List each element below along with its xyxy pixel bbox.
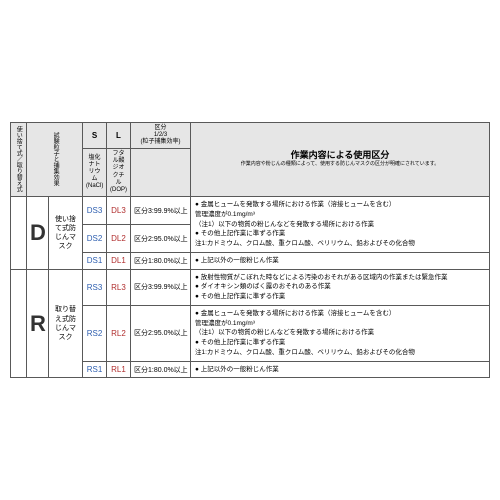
work-item: 管理濃度が0.1mg/m³ bbox=[195, 210, 485, 220]
group-type: 使い捨て式防じんマスク bbox=[49, 197, 83, 270]
work-item: 管理濃度が0.1mg/m³ bbox=[195, 319, 485, 329]
code-l: DL1 bbox=[107, 252, 131, 269]
row-span-marker bbox=[11, 197, 27, 270]
kubun-cell: 区分1:80.0%以上 bbox=[131, 252, 191, 269]
hdr-l-sub: フタル酸ジオクチル(DOP) bbox=[107, 149, 131, 197]
table-row: RS1RL1区分1:80.0%以上上記以外の一般粉じん作業 bbox=[11, 361, 490, 378]
code-l: RL2 bbox=[107, 305, 131, 361]
code-s: DS3 bbox=[83, 197, 107, 225]
code-l: DL3 bbox=[107, 197, 131, 225]
code-s: RS3 bbox=[83, 269, 107, 305]
group-letter: D bbox=[27, 197, 49, 270]
row-span-marker bbox=[11, 269, 27, 378]
header-row: 使い捨て式／取り替え式 試験粒子と捕集効果 S L 区分 1/2/3 (粒子捕集… bbox=[11, 122, 490, 149]
kubun-cell: 区分1:80.0%以上 bbox=[131, 361, 191, 378]
table-frame: 使い捨て式／取り替え式 試験粒子と捕集効果 S L 区分 1/2/3 (粒子捕集… bbox=[10, 122, 490, 379]
work-item: 上記以外の一般粉じん作業 bbox=[195, 256, 485, 266]
kubun-cell: 区分2:95.0%以上 bbox=[131, 305, 191, 361]
classification-table: 使い捨て式／取り替え式 試験粒子と捕集効果 S L 区分 1/2/3 (粒子捕集… bbox=[10, 122, 490, 379]
work-item: その他上記作業に準ずる作業 bbox=[195, 292, 485, 302]
hdr-l: L bbox=[107, 122, 131, 149]
work-item: （注1）以下の物質の粉じんなどを発散する場所における作業 bbox=[195, 328, 485, 338]
work-item: ダイオキシン類のばく露のおそれのある作業 bbox=[195, 282, 485, 292]
work-item: 注1:カドミウム、クロム酸、重クロム酸、ベリリウム、鉛およびその化合物 bbox=[195, 348, 485, 358]
group-type: 取り替え式防じんマスク bbox=[49, 269, 83, 378]
code-l: DL2 bbox=[107, 225, 131, 253]
work-item: 金属ヒュームを発散する場所における作業（溶接ヒュームを含む） bbox=[195, 309, 485, 319]
work-item: 上記以外の一般粉じん作業 bbox=[195, 365, 485, 375]
kubun-cell: 区分2:95.0%以上 bbox=[131, 225, 191, 253]
kubun-cell: 区分3:99.9%以上 bbox=[131, 197, 191, 225]
work-cell: 放射性物質がこぼれた時などによる汚染のおそれがある区域内の作業または緊急作業ダイ… bbox=[191, 269, 490, 305]
group-letter: R bbox=[27, 269, 49, 378]
work-cell: 上記以外の一般粉じん作業 bbox=[191, 361, 490, 378]
work-item: その他上記作業に準ずる作業 bbox=[195, 229, 485, 239]
kubun-cell: 区分3:99.9%以上 bbox=[131, 269, 191, 305]
code-l: RL1 bbox=[107, 361, 131, 378]
code-l: RL3 bbox=[107, 269, 131, 305]
table-row: RS2RL2区分2:95.0%以上金属ヒュームを発散する場所における作業（溶接ヒ… bbox=[11, 305, 490, 361]
table-row: D使い捨て式防じんマスクDS3DL3区分3:99.9%以上金属ヒュームを発散する… bbox=[11, 197, 490, 225]
hdr-disposable: 使い捨て式／取り替え式 bbox=[11, 122, 27, 197]
code-s: RS2 bbox=[83, 305, 107, 361]
code-s: RS1 bbox=[83, 361, 107, 378]
work-cell: 上記以外の一般粉じん作業 bbox=[191, 252, 490, 269]
work-item: 金属ヒュームを発散する場所における作業（溶接ヒュームを含む） bbox=[195, 200, 485, 210]
work-cell: 金属ヒュームを発散する場所における作業（溶接ヒュームを含む）管理濃度が0.1mg… bbox=[191, 305, 490, 361]
hdr-kubun-blank bbox=[131, 149, 191, 197]
work-item: （注1）以下の物質の粉じんなどを発散する場所における作業 bbox=[195, 220, 485, 230]
hdr-work: 作業内容による使用区分 作業内容や粉じんの種類によって、使用する防じんマスクの区… bbox=[191, 122, 490, 197]
table-row: DS1DL1区分1:80.0%以上上記以外の一般粉じん作業 bbox=[11, 252, 490, 269]
work-cell: 金属ヒュームを発散する場所における作業（溶接ヒュームを含む）管理濃度が0.1mg… bbox=[191, 197, 490, 253]
hdr-s: S bbox=[83, 122, 107, 149]
table-row: R取り替え式防じんマスクRS3RL3区分3:99.9%以上放射性物質がこぼれた時… bbox=[11, 269, 490, 305]
hdr-particle: 試験粒子と捕集効果 bbox=[27, 122, 83, 197]
hdr-kubun: 区分 1/2/3 (粒子捕集効率) bbox=[131, 122, 191, 149]
work-item: 注1:カドミウム、クロム酸、重クロム酸、ベリリウム、鉛およびその化合物 bbox=[195, 239, 485, 249]
work-item: 放射性物質がこぼれた時などによる汚染のおそれがある区域内の作業または緊急作業 bbox=[195, 273, 485, 283]
hdr-s-sub: 塩化ナトリウム(NaCl) bbox=[83, 149, 107, 197]
work-item: その他上記作業に準ずる作業 bbox=[195, 338, 485, 348]
code-s: DS1 bbox=[83, 252, 107, 269]
code-s: DS2 bbox=[83, 225, 107, 253]
